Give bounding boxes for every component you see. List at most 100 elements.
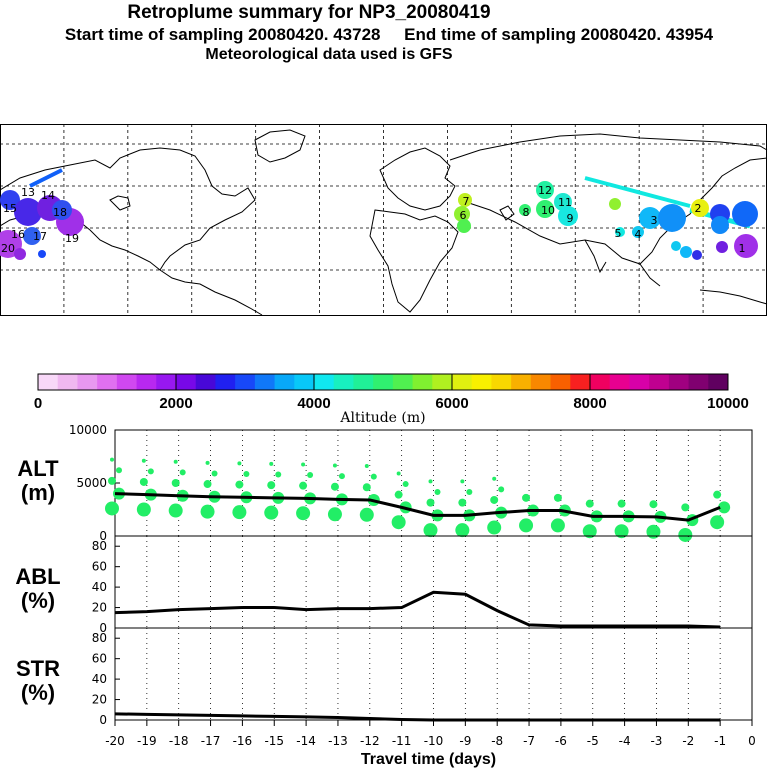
map-day-label: 15 xyxy=(3,202,17,215)
alt-cluster-dot xyxy=(428,479,433,484)
alt-cluster-dot xyxy=(205,460,210,465)
map-coastline xyxy=(109,195,131,211)
map-coastline xyxy=(459,157,768,265)
plume-cluster-circle xyxy=(536,181,554,199)
x-tick-label: -9 xyxy=(459,734,471,748)
map-coastline xyxy=(584,239,607,274)
alt-cluster-dot xyxy=(396,471,401,476)
plume-cluster-circle xyxy=(692,250,702,260)
panel-title-abl: ABL xyxy=(15,564,60,589)
alt-cluster-dot xyxy=(455,523,470,538)
alt-cluster-dot xyxy=(522,493,531,502)
x-tick-label: -16 xyxy=(233,734,253,748)
colorbar-swatch xyxy=(688,374,709,390)
alt-cluster-dot xyxy=(681,503,690,512)
map-day-label: 7 xyxy=(463,195,470,208)
colorbar-swatch xyxy=(649,374,670,390)
colorbar-swatch xyxy=(235,374,256,390)
x-tick-label: -14 xyxy=(296,734,316,748)
plume-cluster-circle xyxy=(609,198,621,210)
map-coastline xyxy=(159,269,263,316)
map-day-label: 3 xyxy=(651,214,658,227)
colorbar-frame xyxy=(37,373,729,391)
map-day-label: 11 xyxy=(558,196,572,209)
map-coastline xyxy=(254,129,306,163)
colorbar-swatch xyxy=(491,374,512,390)
alt-cluster-dot xyxy=(179,469,186,476)
trajectory-track xyxy=(584,176,691,208)
x-tick-label: -3 xyxy=(650,734,662,748)
alt-cluster-dot xyxy=(498,486,505,493)
alt-cluster-dot xyxy=(585,499,594,508)
y-tick-label: 80 xyxy=(92,539,107,553)
map-day-label: 14 xyxy=(41,189,55,202)
alt-cluster-dot xyxy=(362,483,371,492)
alt-cluster-dot xyxy=(171,479,180,487)
plume-cluster-circle xyxy=(458,193,472,207)
x-tick-label: -11 xyxy=(392,734,412,748)
colorbar-swatch xyxy=(38,374,59,390)
x-tick-label: -4 xyxy=(619,734,631,748)
alt-cluster-dot xyxy=(264,505,279,520)
colorbar-swatch xyxy=(471,374,492,390)
alt-cluster-dot xyxy=(466,489,473,496)
alt-cluster-dot xyxy=(173,459,178,464)
alt-cluster-dot xyxy=(490,495,499,504)
alt-cluster-dot xyxy=(147,468,154,475)
alt-cluster-dot xyxy=(649,500,658,509)
alt-cluster-dot xyxy=(232,505,247,520)
plume-cluster-circle xyxy=(658,204,686,232)
alt-cluster-dot xyxy=(582,524,597,539)
colorbar-swatch xyxy=(373,374,394,390)
panel-title-alt: ALT xyxy=(17,456,59,481)
x-tick-label: -18 xyxy=(169,734,189,748)
map-coastline xyxy=(379,147,456,211)
colorbar-swatch xyxy=(176,374,197,390)
x-tick-label: -13 xyxy=(328,734,348,748)
plume-cluster-circle xyxy=(639,207,661,229)
colorbar-axis-label: Altitude (m) xyxy=(339,410,425,426)
alt-cluster-dot xyxy=(327,507,342,522)
colorbar-swatch xyxy=(136,374,157,390)
y-tick-label: 20 xyxy=(92,601,107,615)
series-line-alt xyxy=(114,492,721,522)
alt-cluster-dot xyxy=(614,524,629,539)
plume-cluster-circle xyxy=(671,241,681,251)
x-tick-label: -20 xyxy=(105,734,125,748)
map-day-label: 8 xyxy=(523,206,530,219)
plume-cluster-circle xyxy=(14,198,42,226)
x-tick-label: -6 xyxy=(555,734,567,748)
alt-cluster-dot xyxy=(458,498,467,507)
panel-title-str: STR xyxy=(16,656,60,681)
map-day-label: 18 xyxy=(53,206,67,219)
alt-cluster-dot xyxy=(105,501,119,516)
plume-cluster-circle xyxy=(0,190,20,210)
map-day-label: 19 xyxy=(65,232,79,245)
alt-cluster-dot xyxy=(330,482,339,491)
y-tick-label: 40 xyxy=(92,580,107,594)
colorbar-swatch xyxy=(708,374,729,390)
map-day-label: 10 xyxy=(541,204,555,217)
alt-cluster-dot xyxy=(235,480,244,489)
colorbar-swatch xyxy=(116,374,138,390)
x-tick-label: -8 xyxy=(491,734,503,748)
x-tick-label: -12 xyxy=(360,734,380,748)
alt-cluster-dot xyxy=(713,490,722,499)
colorbar-swatch xyxy=(412,374,433,390)
y-tick-label: 0 xyxy=(99,621,107,635)
map-day-label: 4 xyxy=(635,228,642,241)
plume-cluster-circle xyxy=(519,204,531,216)
colorbar-swatch xyxy=(333,374,354,390)
map-day-label: 13 xyxy=(21,186,35,199)
colorbar-tick-label: 8000 xyxy=(573,395,606,412)
colorbar-swatch xyxy=(452,374,473,390)
colorbar-swatch xyxy=(57,374,78,390)
x-tick-label: -10 xyxy=(424,734,444,748)
alt-cluster-dot xyxy=(200,504,215,519)
map-day-label: 20 xyxy=(1,242,15,255)
colorbar-tick-label: 10000 xyxy=(707,395,749,412)
alt-cluster-dot xyxy=(391,515,406,530)
